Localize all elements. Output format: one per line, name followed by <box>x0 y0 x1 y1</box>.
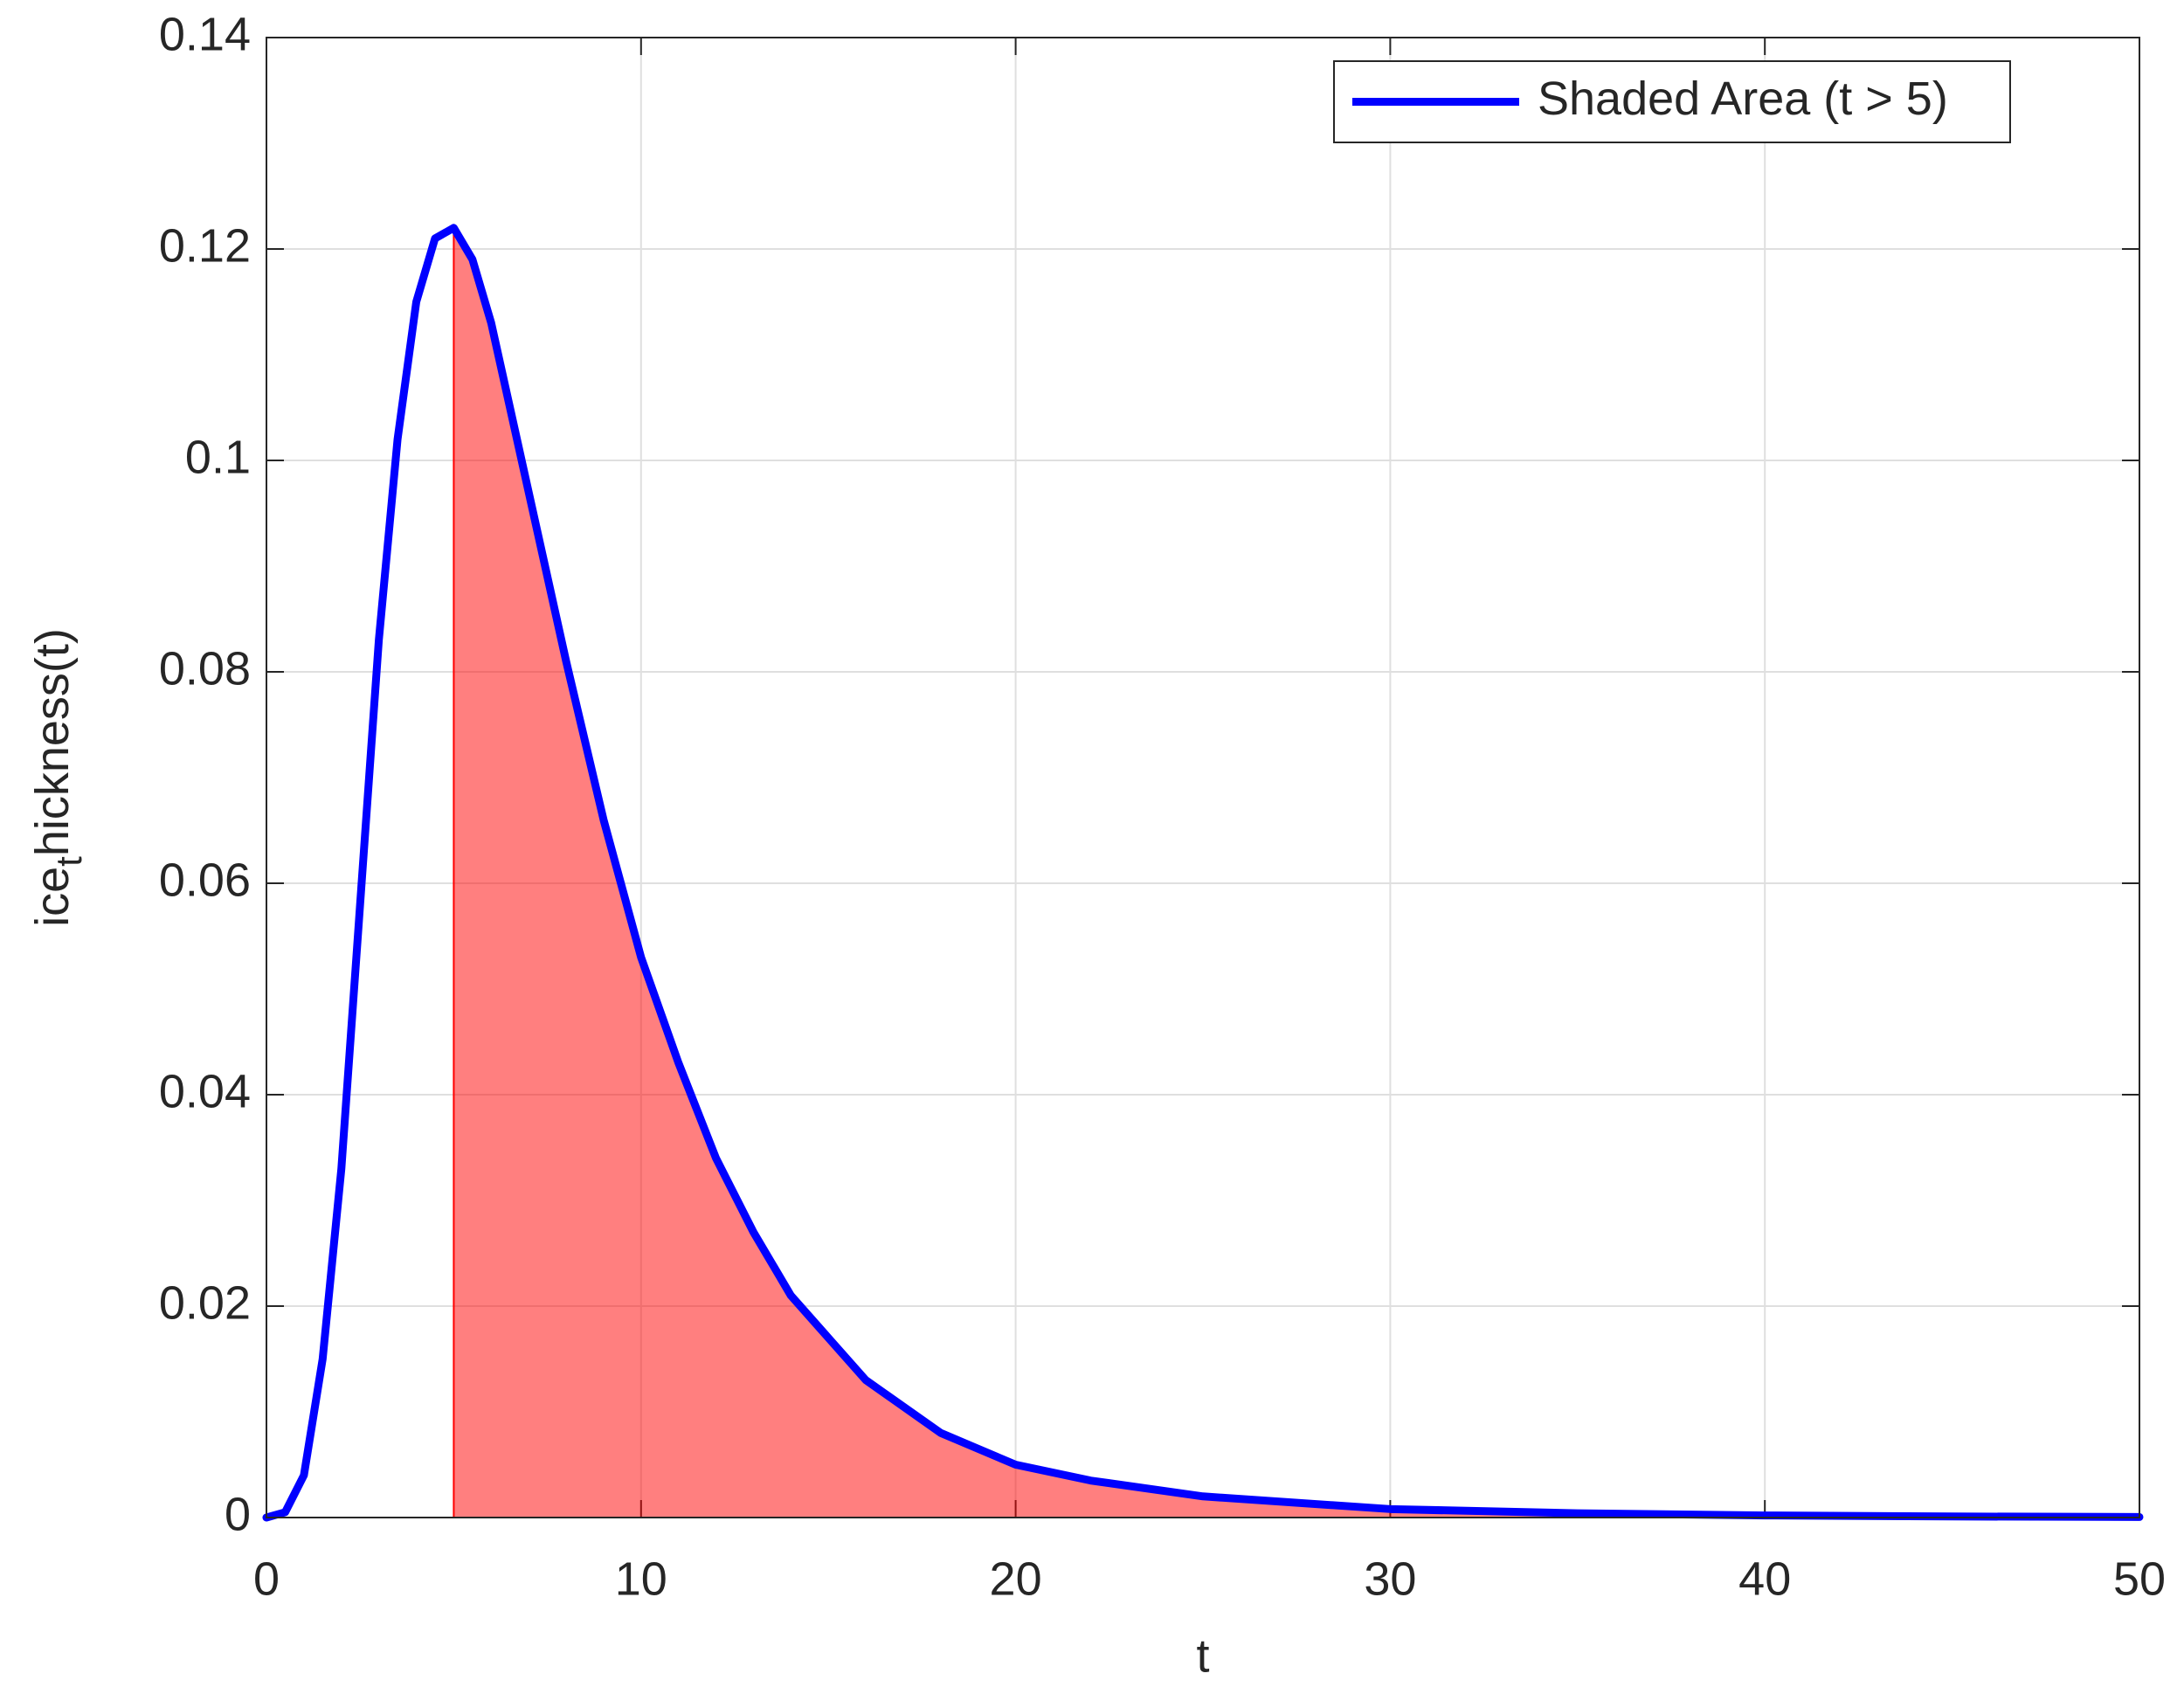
y-tick-label: 0.12 <box>159 219 251 272</box>
y-tick-label: 0.02 <box>159 1276 251 1329</box>
y-tick-label: 0.08 <box>159 642 251 695</box>
y-tick-label: 0.1 <box>185 431 251 483</box>
y-label-main: ice <box>26 867 79 927</box>
y-label-rest: hickness(t) <box>26 628 79 856</box>
x-axis-label: t <box>1196 1629 1209 1682</box>
legend: Shaded Area (t > 5) <box>1333 60 2011 143</box>
x-tick-label: 20 <box>990 1552 1042 1605</box>
line <box>262 224 2144 1522</box>
x-tick-label: 0 <box>253 1552 280 1605</box>
y-label-sub: t <box>48 856 89 867</box>
x-tick-label: 30 <box>1364 1552 1416 1605</box>
y-axis-label: icethickness(t) <box>26 628 89 927</box>
y-tick-label: 0 <box>225 1488 251 1540</box>
y-tick-label: 0.06 <box>159 854 251 906</box>
x-tick-label: 50 <box>2113 1552 2166 1605</box>
legend-label: Shaded Area (t > 5) <box>1538 73 1948 125</box>
y-tick-label: 0.04 <box>159 1065 251 1117</box>
axes-box <box>266 37 2140 1518</box>
y-tick-label: 0.14 <box>159 8 251 60</box>
x-tick-label: 10 <box>615 1552 667 1605</box>
x-tick-label: 40 <box>1738 1552 1791 1605</box>
